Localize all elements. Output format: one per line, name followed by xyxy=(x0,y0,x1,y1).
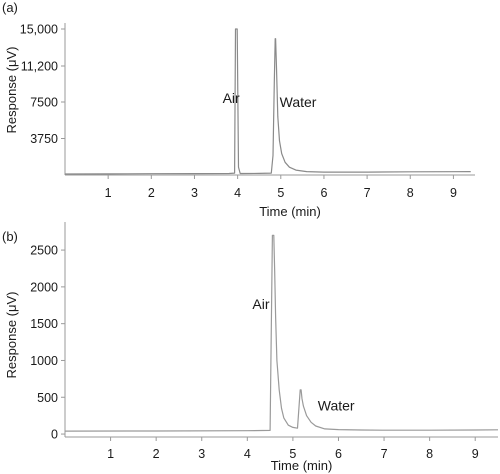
chart-panel-b: (b) 0 500 1000 1500 2000 2500 1 2 3 4 5 6 7 8 9 Time (m… xyxy=(2,222,499,473)
y-tick-label-b: 2000 xyxy=(30,280,58,294)
x-tick-label-b: 3 xyxy=(198,447,205,461)
annotation-water-b: Water xyxy=(318,398,355,414)
y-axis-title-b: Response (μV) xyxy=(4,292,19,379)
y-tick-label-a: 3750 xyxy=(30,132,58,146)
annotation-water-a: Water xyxy=(280,94,317,110)
x-tick-label-a: 6 xyxy=(320,186,327,200)
x-tick-label-b: 7 xyxy=(381,447,388,461)
annotation-air-a: Air xyxy=(223,90,240,106)
y-tick-label-a: 11,200 xyxy=(21,59,58,73)
x-tick-label-b: 6 xyxy=(335,447,342,461)
x-tick-label-b: 4 xyxy=(244,447,251,461)
x-tick-label-a: 2 xyxy=(148,186,155,200)
x-tick-label-a: 5 xyxy=(277,186,284,200)
y-tick-label-b: 500 xyxy=(37,391,58,405)
y-tick-label-b: 0 xyxy=(51,428,58,442)
chart-panel-a: (a) 3750 7500 11,200 15,000 1 2 3 4 5 6 7 8 9 Time (m… xyxy=(2,0,475,219)
x-tick-label-a: 4 xyxy=(234,186,241,200)
x-tick-label-a: 7 xyxy=(364,186,371,200)
x-tick-label-b: 8 xyxy=(426,447,433,461)
panel-label-a: (a) xyxy=(2,0,18,15)
x-tick-label-a: 9 xyxy=(450,186,457,200)
y-tick-label-a: 7500 xyxy=(30,96,58,110)
x-tick-label-a: 1 xyxy=(105,186,112,200)
x-tick-label-b: 9 xyxy=(472,447,479,461)
y-tick-label-b: 1500 xyxy=(30,317,58,331)
series-line-b xyxy=(64,234,499,432)
y-axis-title-a: Response (μV) xyxy=(4,47,19,134)
x-axis-title-a: Time (min) xyxy=(259,204,321,219)
annotation-air-b: Air xyxy=(252,296,269,312)
panel-label-b: (b) xyxy=(2,229,18,244)
x-axis-title-b: Time (min) xyxy=(271,458,333,473)
x-tick-label-a: 3 xyxy=(191,186,198,200)
y-tick-label-b: 1000 xyxy=(30,354,58,368)
y-tick-label-a: 15,000 xyxy=(20,23,58,37)
y-tick-label-b: 2500 xyxy=(30,244,58,258)
x-tick-label-a: 8 xyxy=(407,186,414,200)
x-tick-label-b: 2 xyxy=(153,447,160,461)
x-tick-label-b: 5 xyxy=(289,447,296,461)
series-line-a xyxy=(64,28,471,175)
x-tick-label-b: 1 xyxy=(107,447,114,461)
